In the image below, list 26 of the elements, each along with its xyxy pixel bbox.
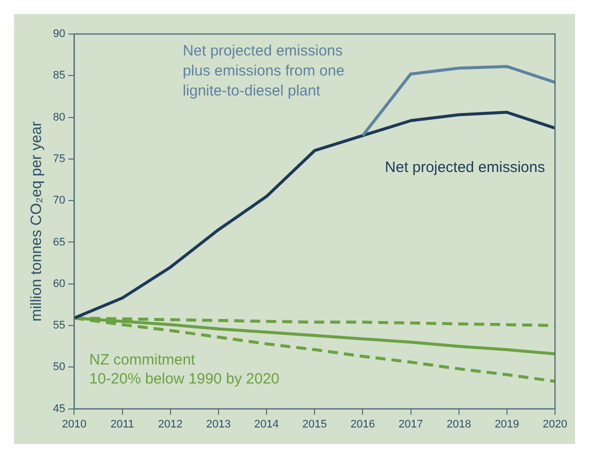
y-tick-label: 65 [52,236,66,248]
x-tick-label: 2016 [350,418,375,430]
y-tick-label: 45 [52,402,66,415]
y-tick-label: 90 [52,28,66,40]
x-tick-label: 2011 [110,418,134,430]
y-tick-label: 80 [52,111,66,124]
x-tick-label: 2013 [206,418,231,430]
x-tick-label: 2018 [446,418,472,430]
x-tick-label: 2015 [302,418,327,430]
y-tick-label: 60 [52,278,66,290]
y-tick-label: 70 [52,194,66,207]
y-tick-label: 50 [52,361,66,374]
x-tick-label: 2014 [254,418,279,430]
annotation: NZ commitment [89,351,196,368]
y-tick-label: 75 [52,152,66,165]
annotation: 10-20% below 1990 by 2020 [89,370,280,388]
y-tick-label: 55 [52,320,66,332]
x-tick-label: 2020 [542,418,568,430]
x-tick-label: 2019 [494,418,520,430]
y-axis-title: million tonnes CO₂eq per year [28,121,46,322]
y-tick-label: 85 [52,70,66,82]
x-tick-label: 2017 [398,418,424,430]
series-label: Net projected emissions [384,158,545,176]
x-tick-label: 2012 [158,418,183,430]
x-tick-label: 2010 [62,418,86,430]
text: Net projected emissions plus emissions from one lignite-to-diesel plant [182,42,344,100]
